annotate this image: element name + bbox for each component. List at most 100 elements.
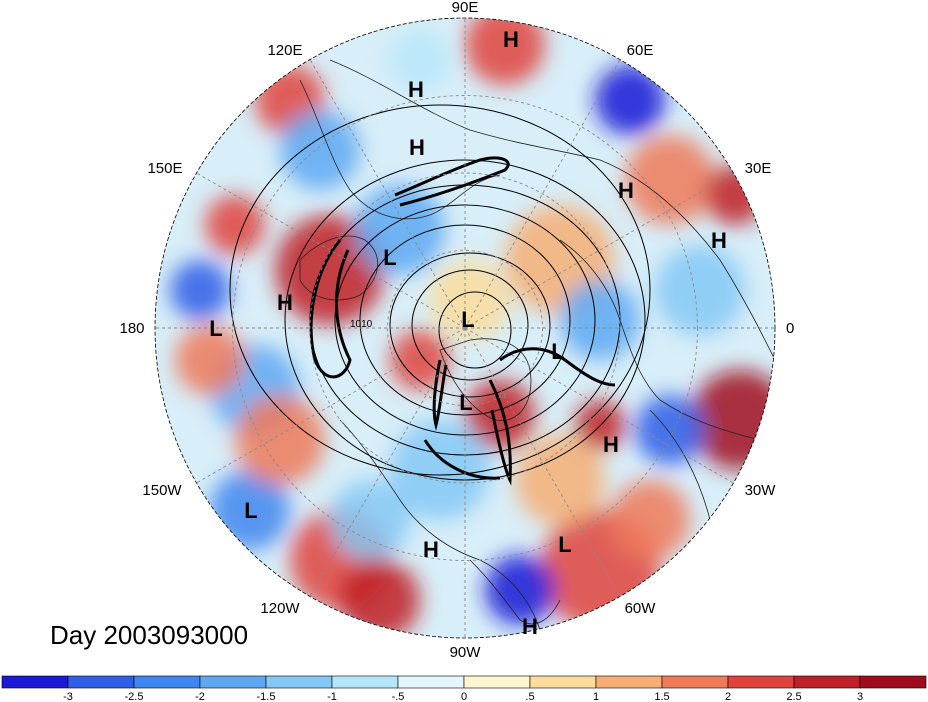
anomaly-blob bbox=[485, 555, 555, 625]
anomaly-blob bbox=[655, 245, 745, 335]
longitude-label: 150W bbox=[142, 482, 182, 499]
meridian-line bbox=[464, 59, 621, 329]
low-pressure-label: L bbox=[209, 316, 222, 341]
colorbar-swatch bbox=[793, 675, 861, 689]
high-pressure-label: H bbox=[522, 614, 538, 639]
map-boundary bbox=[154, 17, 776, 639]
isobar-label: 1010 bbox=[350, 319, 373, 330]
colorbar-swatch bbox=[595, 675, 663, 689]
longitude-label: 30W bbox=[745, 482, 777, 499]
colorbar-swatch bbox=[67, 675, 135, 689]
longitude-label: 150E bbox=[147, 160, 182, 177]
colorbar-tick-label: 2 bbox=[725, 691, 731, 702]
colorbar-tick-label: -1 bbox=[327, 691, 337, 702]
anomaly-blob bbox=[560, 280, 640, 360]
anomaly-blob bbox=[430, 260, 510, 340]
anomaly-blob bbox=[175, 325, 245, 395]
pressure-center-labels: H H H H H L H L L L L H L H L H bbox=[209, 27, 727, 639]
low-pressure-label: L bbox=[558, 532, 571, 557]
anomaly-blob bbox=[205, 195, 265, 255]
isobar bbox=[229, 104, 651, 476]
anomaly-blob bbox=[595, 65, 665, 135]
longitude-label: 90W bbox=[450, 644, 482, 661]
alaska-coast bbox=[299, 235, 379, 301]
greenland-coast bbox=[439, 338, 532, 422]
longitude-label: 90E bbox=[452, 0, 479, 16]
longitude-labels: 90E 60E 30E 0 30W 60W 90W 120W 150W 180 150E 120E bbox=[119, 0, 794, 661]
colorbar-swatch bbox=[727, 675, 795, 689]
longitude-label: 180 bbox=[119, 320, 144, 337]
longitude-label: 30E bbox=[745, 160, 772, 177]
siberia-coast bbox=[299, 79, 501, 220]
anomaly-blob bbox=[390, 330, 450, 390]
high-pressure-label: H bbox=[409, 135, 425, 160]
anomaly-blob bbox=[355, 185, 445, 275]
jet-streak-atlantic bbox=[499, 347, 616, 387]
longitude-label: 120W bbox=[260, 600, 300, 617]
anomaly-blob bbox=[515, 435, 605, 525]
low-pressure-label: L bbox=[551, 339, 564, 364]
isobar bbox=[411, 269, 529, 381]
longitude-label: 60E bbox=[627, 42, 654, 59]
colorbar-swatch bbox=[661, 675, 729, 689]
high-pressure-label: H bbox=[618, 178, 634, 203]
anomaly-blob bbox=[340, 560, 420, 638]
high-pressure-label: H bbox=[711, 228, 727, 253]
eurasia-coast bbox=[329, 59, 775, 361]
meridian-line bbox=[309, 327, 466, 597]
high-pressure-label: H bbox=[503, 27, 519, 52]
anomaly-blob bbox=[170, 260, 230, 320]
europe-coast bbox=[559, 239, 761, 441]
anomaly-blob bbox=[390, 30, 450, 90]
longitude-label: 60W bbox=[625, 600, 657, 617]
day-caption: Day 2003093000 bbox=[50, 620, 249, 650]
jet-streak-pacific bbox=[309, 239, 352, 379]
anomaly-blob bbox=[635, 395, 705, 465]
colorbar-tick-label: -2.5 bbox=[125, 691, 144, 702]
colorbar-swatch bbox=[133, 675, 201, 689]
latitude-circle bbox=[387, 250, 543, 406]
meridian-line bbox=[464, 327, 734, 484]
meridian-line bbox=[196, 327, 466, 484]
colorbar-swatch bbox=[199, 675, 267, 689]
low-pressure-label: L bbox=[461, 307, 474, 332]
colorbar-tick-label: -3 bbox=[63, 691, 73, 702]
colorbar: -3 -2.5 -2 -1.5 -1 -.5 0 .5 1 1.5 2 2.5 3 bbox=[1, 675, 927, 702]
latitude-circle bbox=[232, 95, 698, 561]
colorbar-swatch bbox=[265, 675, 333, 689]
colorbar-swatch bbox=[859, 675, 927, 689]
isobar bbox=[438, 291, 512, 369]
anomaly-blob bbox=[625, 135, 715, 225]
anomaly-blob bbox=[610, 480, 690, 560]
jet-streak-canada bbox=[423, 439, 501, 480]
colorbar-tick-label: -.5 bbox=[392, 691, 405, 702]
colorbar-tick-label: -1.5 bbox=[257, 691, 276, 702]
jet-streak-greenland bbox=[432, 359, 448, 431]
colorbar-swatch bbox=[1, 675, 69, 689]
colorbar-swatch bbox=[463, 675, 531, 689]
colorbar-swatch bbox=[331, 675, 399, 689]
low-pressure-label: L bbox=[383, 245, 396, 270]
latitude-circle bbox=[309, 172, 621, 484]
colorbar-swatch bbox=[397, 675, 465, 689]
high-pressure-label: H bbox=[408, 77, 424, 102]
colorbar-tick-label: 1 bbox=[593, 691, 599, 702]
meridian-line bbox=[196, 172, 466, 329]
anomaly-blob bbox=[690, 370, 775, 470]
jet-streak-north-america bbox=[488, 379, 512, 486]
colorbar-tick-label: 3 bbox=[857, 691, 863, 702]
anomaly-blob bbox=[465, 380, 535, 450]
isobar bbox=[389, 252, 551, 398]
colorbar-tick-label: 0 bbox=[461, 691, 467, 702]
low-pressure-label: L bbox=[244, 498, 257, 523]
colorbar-tick-label: 1.5 bbox=[654, 691, 669, 702]
jet-streak-east-asia bbox=[394, 156, 510, 207]
central-america-coast bbox=[469, 559, 561, 625]
anomaly-blob bbox=[330, 480, 410, 560]
colorbar-tick-label: -2 bbox=[195, 691, 205, 702]
graticule bbox=[155, 18, 775, 638]
high-pressure-label: H bbox=[277, 290, 293, 315]
colorbar-tick-label: .5 bbox=[525, 691, 534, 702]
low-pressure-label: L bbox=[459, 390, 472, 415]
